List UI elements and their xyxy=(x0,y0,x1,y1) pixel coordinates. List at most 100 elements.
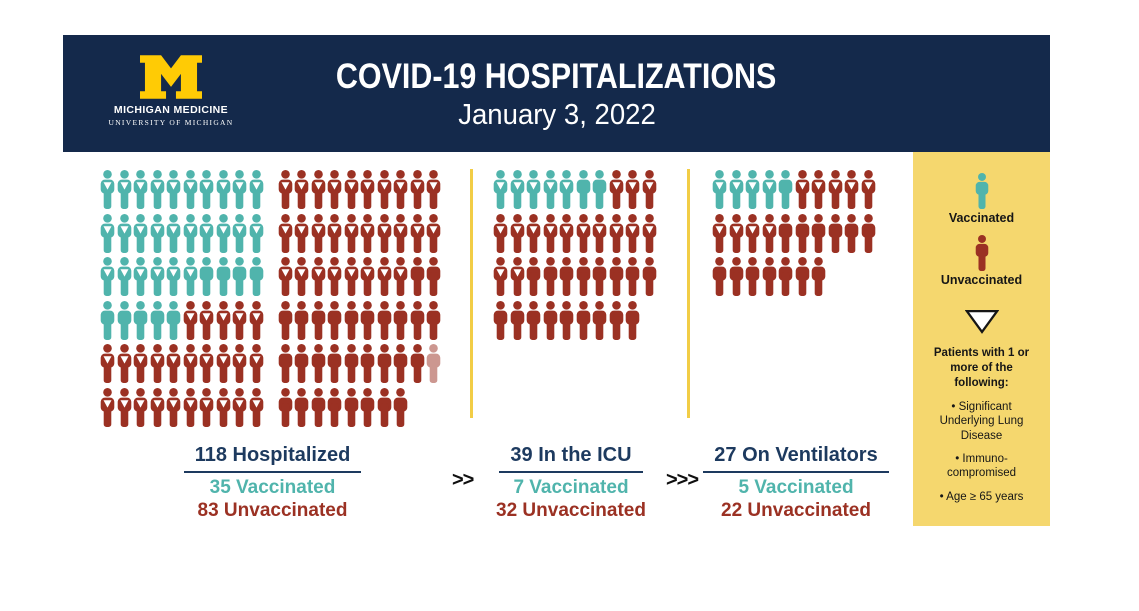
hospitalized-label-block: 118 Hospitalized 35 Vaccinated 83 Unvacc… xyxy=(140,444,405,522)
vaccinated-person-icon xyxy=(975,173,988,209)
unvaccinated-person-icon xyxy=(526,257,541,296)
unvaccinated-person-icon xyxy=(294,300,309,340)
vaccinated-comorbidity-person-icon xyxy=(232,213,247,253)
vaccinated-comorbidity-person-icon xyxy=(150,257,165,296)
pictogram-row xyxy=(493,300,658,345)
vaccinated-person-icon xyxy=(150,300,165,340)
page-title: COVID-19 HOSPITALIZATIONS xyxy=(336,57,777,97)
unvaccinated-person-icon xyxy=(811,213,826,253)
unvaccinated-person-icon xyxy=(278,387,293,427)
unvaccinated-comorbidity-person-icon xyxy=(327,213,342,253)
unvaccinated-comorbidity-person-icon xyxy=(861,170,876,209)
unvaccinated-comorbidity-person-icon xyxy=(100,387,115,427)
unvaccinated-comorbidity-person-icon xyxy=(294,213,309,253)
unvaccinated-comorbidity-person-icon xyxy=(100,344,115,383)
unvaccinated-comorbidity-person-icon xyxy=(410,170,425,209)
section-divider-icon xyxy=(687,169,690,418)
unvaccinated-person-icon xyxy=(795,213,810,253)
comorbidity-triangle-icon xyxy=(964,309,999,334)
block-gap xyxy=(265,388,278,389)
unvaccinated-person-icon xyxy=(609,300,624,340)
vaccinated-comorbidity-person-icon xyxy=(117,213,132,253)
icu-vaccinated-label: 7 Vaccinated xyxy=(513,477,629,498)
unvaccinated-comorbidity-person-icon xyxy=(393,257,408,296)
unvaccinated-comorbidity-person-icon xyxy=(510,257,525,296)
unvaccinated-comorbidity-person-icon xyxy=(377,257,392,296)
unvaccinated-comorbidity-person-icon xyxy=(117,344,132,383)
progression-chevrons-icon: >>> xyxy=(666,469,699,491)
vaccinated-person-icon xyxy=(216,257,231,296)
unvaccinated-comorbidity-person-icon xyxy=(712,213,727,253)
legend-sidebar: Vaccinated Unvaccinated Patients with 1 … xyxy=(913,152,1050,526)
pictogram-row xyxy=(100,257,443,301)
unvaccinated-person-icon xyxy=(510,300,525,340)
unvaccinated-comorbidity-person-icon xyxy=(232,387,247,427)
unvaccinated-person-icon xyxy=(311,387,326,427)
hospitalized-vaccinated-label: 35 Vaccinated xyxy=(209,477,336,498)
vaccinated-comorbidity-person-icon xyxy=(712,170,727,209)
vaccinated-comorbidity-person-icon xyxy=(133,170,148,209)
ventilators-vaccinated-label: 5 Vaccinated xyxy=(738,477,854,498)
unvaccinated-person-icon xyxy=(344,387,359,427)
vaccinated-comorbidity-person-icon xyxy=(117,170,132,209)
vaccinated-comorbidity-person-icon xyxy=(150,170,165,209)
unvaccinated-person-icon xyxy=(795,257,810,296)
vaccinated-comorbidity-person-icon xyxy=(526,170,541,209)
pictogram-grid-ventilators xyxy=(712,170,877,301)
unvaccinated-comorbidity-person-icon xyxy=(117,387,132,427)
vaccinated-person-icon xyxy=(133,300,148,340)
unvaccinated-person-icon xyxy=(360,344,375,383)
unvaccinated-person-icon xyxy=(625,300,640,340)
progression-chevrons-icon: >> xyxy=(452,469,474,491)
unvaccinated-person-icon xyxy=(625,257,640,296)
unvaccinated-person-icon xyxy=(811,257,826,296)
unvaccinated-person-icon xyxy=(576,300,591,340)
vaccinated-comorbidity-person-icon xyxy=(493,170,508,209)
unvaccinated-comorbidity-person-icon xyxy=(278,170,293,209)
unvaccinated-comorbidity-person-icon xyxy=(625,213,640,253)
unvaccinated-comorbidity-person-icon xyxy=(609,170,624,209)
unvaccinated-person-icon xyxy=(327,387,342,427)
pictogram-row xyxy=(100,344,443,388)
unvaccinated-comorbidity-person-icon xyxy=(576,213,591,253)
logo-org-name: MICHIGAN MEDICINE xyxy=(113,104,229,116)
vaccinated-person-icon xyxy=(778,170,793,209)
pictogram-row xyxy=(100,213,443,258)
unvaccinated-comorbidity-person-icon xyxy=(216,300,231,340)
unvaccinated-person-icon xyxy=(294,387,309,427)
unvaccinated-person-icon xyxy=(828,213,843,253)
unvaccinated-comorbidity-person-icon xyxy=(327,257,342,296)
vaccinated-comorbidity-person-icon xyxy=(117,257,132,296)
vaccinated-comorbidity-person-icon xyxy=(100,170,115,209)
header-banner: MICHIGAN MEDICINE UNIVERSITY OF MICHIGAN… xyxy=(63,35,1050,152)
unvaccinated-person-icon xyxy=(311,344,326,383)
unvaccinated-person-icon xyxy=(778,257,793,296)
unvaccinated-comorbidity-person-icon xyxy=(377,213,392,253)
unvaccinated-person-icon xyxy=(410,257,425,296)
vaccinated-comorbidity-person-icon xyxy=(166,257,181,296)
unvaccinated-comorbidity-person-icon xyxy=(377,170,392,209)
section-divider-icon xyxy=(470,169,473,418)
hospitalized-total-label: 118 Hospitalized xyxy=(183,444,362,473)
unvaccinated-comorbidity-person-icon xyxy=(278,257,293,296)
legend-bullet-age: • Age ≥ 65 years xyxy=(939,490,1024,503)
vaccinated-person-icon xyxy=(232,257,247,296)
unvaccinated-comorbidity-person-icon xyxy=(199,300,214,340)
unvaccinated-comorbidity-person-icon xyxy=(360,257,375,296)
unvaccinated-person-icon xyxy=(377,387,392,427)
unvaccinated-comorbidity-person-icon xyxy=(249,344,264,383)
unvaccinated-comorbidity-person-icon xyxy=(360,170,375,209)
unvaccinated-person-icon xyxy=(609,257,624,296)
unvaccinated-comorbidity-person-icon xyxy=(559,213,574,253)
vaccinated-comorbidity-person-icon xyxy=(510,170,525,209)
unvaccinated-person-icon xyxy=(410,300,425,340)
unvaccinated-person-icon xyxy=(559,300,574,340)
unvaccinated-comorbidity-person-icon xyxy=(410,213,425,253)
unvaccinated-person-icon xyxy=(576,257,591,296)
hospitalized-unvaccinated-label: 83 Unvaccinated xyxy=(197,500,348,521)
legend-note-title: Patients with 1 or more of the following… xyxy=(933,347,1030,389)
unvaccinated-person-icon xyxy=(393,300,408,340)
vaccinated-comorbidity-person-icon xyxy=(249,213,264,253)
unvaccinated-person-icon xyxy=(592,257,607,296)
